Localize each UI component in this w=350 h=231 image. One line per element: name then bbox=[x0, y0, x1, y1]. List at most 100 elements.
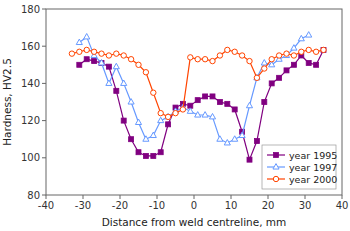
point bbox=[151, 153, 156, 158]
x-tick bbox=[305, 195, 306, 199]
x-tick-label: -40 bbox=[38, 200, 54, 211]
x-tick-label: -20 bbox=[112, 200, 128, 211]
y-tick bbox=[42, 83, 46, 84]
point bbox=[246, 102, 252, 107]
point bbox=[202, 112, 208, 117]
y-tick bbox=[42, 120, 46, 121]
point bbox=[291, 62, 296, 67]
point bbox=[158, 150, 163, 155]
x-tick-label: -30 bbox=[75, 200, 91, 211]
point bbox=[187, 108, 193, 113]
point bbox=[232, 107, 237, 112]
point bbox=[106, 80, 112, 85]
legend-marker bbox=[273, 164, 279, 169]
y-tick bbox=[42, 195, 46, 196]
x-tick-label: 0 bbox=[191, 200, 197, 211]
point bbox=[195, 57, 200, 62]
y-tick-label: 160 bbox=[21, 41, 40, 52]
point bbox=[217, 100, 222, 105]
point bbox=[306, 32, 312, 37]
x-axis-label: Distance from weld centreline, mm bbox=[102, 216, 287, 228]
point bbox=[225, 101, 230, 106]
point bbox=[84, 34, 90, 39]
point bbox=[225, 47, 230, 52]
point bbox=[166, 122, 171, 127]
point bbox=[158, 117, 164, 122]
point bbox=[84, 47, 89, 52]
point bbox=[121, 118, 126, 123]
point bbox=[129, 137, 134, 142]
point bbox=[143, 136, 149, 141]
axes: -40-30-20-1001020304080100120140160180 bbox=[21, 4, 348, 212]
point bbox=[262, 66, 267, 71]
x-tick-label: 40 bbox=[336, 200, 349, 211]
background bbox=[0, 0, 350, 231]
point bbox=[254, 75, 259, 80]
y-tick-label: 120 bbox=[21, 115, 40, 126]
point bbox=[269, 81, 274, 86]
point bbox=[106, 64, 111, 69]
point bbox=[113, 63, 119, 68]
point bbox=[284, 51, 289, 56]
point bbox=[77, 62, 82, 67]
point bbox=[321, 47, 326, 52]
point bbox=[69, 51, 74, 56]
point bbox=[136, 150, 141, 155]
legend-label: year 1997 bbox=[289, 162, 337, 173]
point bbox=[239, 53, 244, 58]
point bbox=[158, 110, 163, 115]
series bbox=[76, 32, 312, 145]
point bbox=[106, 53, 111, 58]
plot-area bbox=[69, 32, 326, 163]
legend-marker bbox=[274, 153, 279, 158]
point bbox=[165, 113, 171, 118]
point bbox=[247, 157, 252, 162]
point bbox=[261, 60, 267, 65]
point bbox=[298, 35, 304, 40]
series bbox=[69, 47, 326, 119]
point bbox=[306, 60, 311, 65]
point bbox=[203, 94, 208, 99]
x-tick bbox=[268, 195, 269, 199]
point bbox=[195, 98, 200, 103]
point bbox=[269, 57, 274, 62]
point bbox=[209, 113, 215, 118]
point bbox=[291, 45, 297, 50]
point bbox=[143, 153, 148, 158]
point bbox=[210, 94, 215, 99]
y-tick-label: 100 bbox=[21, 152, 40, 163]
x-tick-label: 30 bbox=[299, 200, 312, 211]
point bbox=[92, 59, 97, 64]
point bbox=[135, 119, 141, 124]
x-tick bbox=[194, 195, 195, 199]
point bbox=[121, 80, 127, 85]
point bbox=[84, 57, 89, 62]
y-tick bbox=[42, 9, 46, 10]
point bbox=[247, 58, 252, 63]
x-tick-label: 10 bbox=[225, 200, 238, 211]
point bbox=[114, 88, 119, 93]
x-tick bbox=[342, 195, 343, 199]
x-tick bbox=[231, 195, 232, 199]
legend-label: year 2000 bbox=[289, 174, 337, 185]
plot-frame bbox=[46, 9, 342, 195]
point bbox=[99, 51, 104, 56]
point bbox=[150, 132, 156, 137]
point bbox=[114, 51, 119, 56]
point bbox=[217, 53, 222, 58]
point bbox=[277, 75, 282, 80]
point bbox=[128, 99, 134, 104]
series-line bbox=[72, 50, 324, 117]
x-tick bbox=[157, 195, 158, 199]
point bbox=[143, 70, 148, 75]
y-tick bbox=[42, 46, 46, 47]
series-line bbox=[79, 50, 323, 160]
point bbox=[232, 136, 238, 141]
point bbox=[91, 49, 96, 54]
y-tick-label: 180 bbox=[21, 4, 40, 15]
point bbox=[224, 140, 230, 145]
point bbox=[262, 100, 267, 105]
point bbox=[76, 39, 82, 44]
point bbox=[284, 68, 289, 73]
point bbox=[173, 110, 178, 115]
